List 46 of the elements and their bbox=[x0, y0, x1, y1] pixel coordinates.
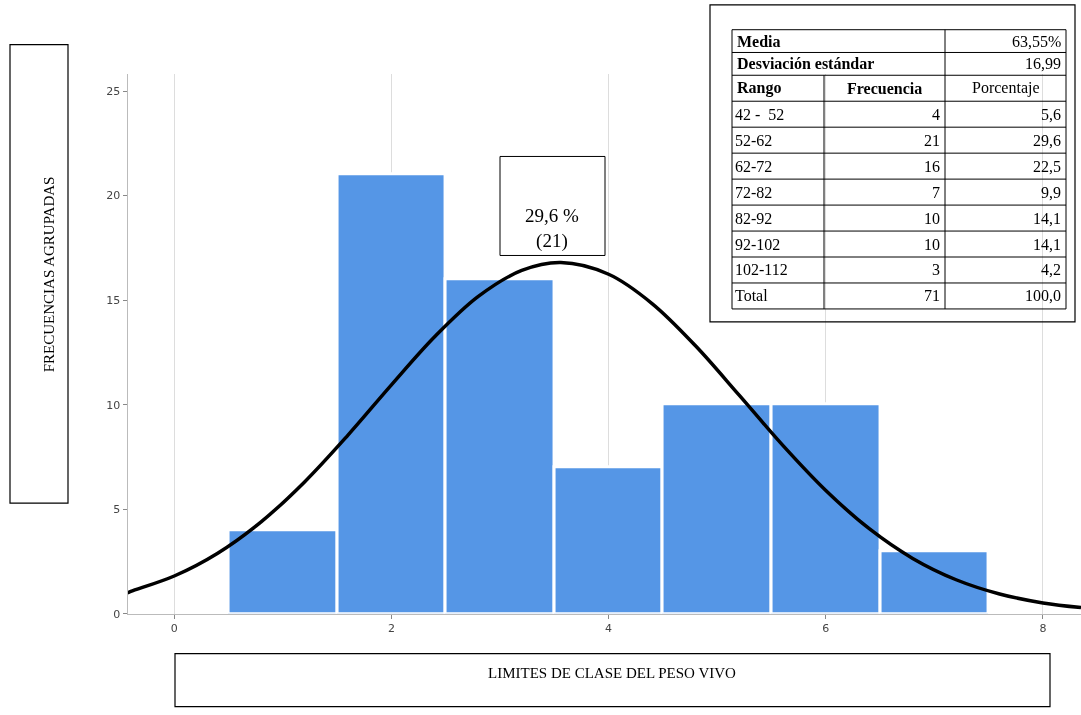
x-tick-label: 8 bbox=[1039, 622, 1047, 636]
x-tick-label: 2 bbox=[387, 622, 395, 636]
annotation: Porcentaje bbox=[972, 79, 1040, 97]
annotation: 10 bbox=[924, 210, 940, 227]
annotation: 14,1 bbox=[1033, 236, 1061, 253]
y-tick-label: 5 bbox=[113, 503, 121, 517]
annotation: 62-72 bbox=[735, 158, 773, 175]
text: 63,55% bbox=[1012, 33, 1062, 50]
y-tick-label: 10 bbox=[106, 398, 121, 412]
x-tick-label: 4 bbox=[605, 622, 613, 636]
x-axis-title: LIMITES DE CLASE DEL PESO VIVO bbox=[488, 665, 737, 681]
x-tick-label: 6 bbox=[822, 622, 830, 636]
annotation: 3 bbox=[932, 261, 940, 278]
annotation: 22,5 bbox=[1033, 158, 1061, 175]
annotation: 9,9 bbox=[1041, 184, 1061, 201]
annotation: 100,0 bbox=[1025, 287, 1061, 304]
y-tick-label: 15 bbox=[106, 294, 121, 308]
annotation: Frecuencia bbox=[847, 80, 923, 97]
annotation: 92-102 bbox=[735, 236, 781, 253]
annotation: 42 - 52 bbox=[735, 106, 785, 123]
annotation: 71 bbox=[924, 287, 940, 304]
annotation: 5,6 bbox=[1041, 106, 1061, 123]
annotation: Rango bbox=[737, 79, 782, 97]
text: Desviación estándar bbox=[737, 55, 875, 72]
annotation: 4 bbox=[932, 106, 940, 123]
y-tick-label: 25 bbox=[106, 84, 121, 98]
x-tick-label: 0 bbox=[170, 622, 178, 636]
line-series bbox=[127, 260, 1081, 610]
annotation: 4,2 bbox=[1041, 261, 1061, 278]
annotation: 14,1 bbox=[1033, 210, 1061, 227]
annotation: 82-92 bbox=[735, 210, 773, 227]
y-axis-title: FRECUENCIAS AGRUPADAS bbox=[40, 176, 57, 373]
annotation: 10 bbox=[924, 236, 940, 253]
annotation: Total bbox=[735, 287, 769, 304]
annotation: 21 bbox=[924, 132, 940, 149]
annotation: 7 bbox=[932, 184, 940, 201]
annotation: 16 bbox=[924, 158, 940, 175]
y-tick-label: 0 bbox=[113, 607, 121, 621]
text: Media bbox=[737, 33, 781, 50]
text: 16,99 bbox=[1025, 55, 1061, 72]
annotation: 102-112 bbox=[735, 261, 788, 278]
y-tick-label: 20 bbox=[106, 189, 121, 203]
annotation: 29,6 bbox=[1033, 132, 1061, 149]
annotation: 72-82 bbox=[735, 184, 773, 201]
annotation: 52-62 bbox=[735, 132, 773, 149]
annotation: 29,6 % (21) bbox=[525, 205, 579, 252]
